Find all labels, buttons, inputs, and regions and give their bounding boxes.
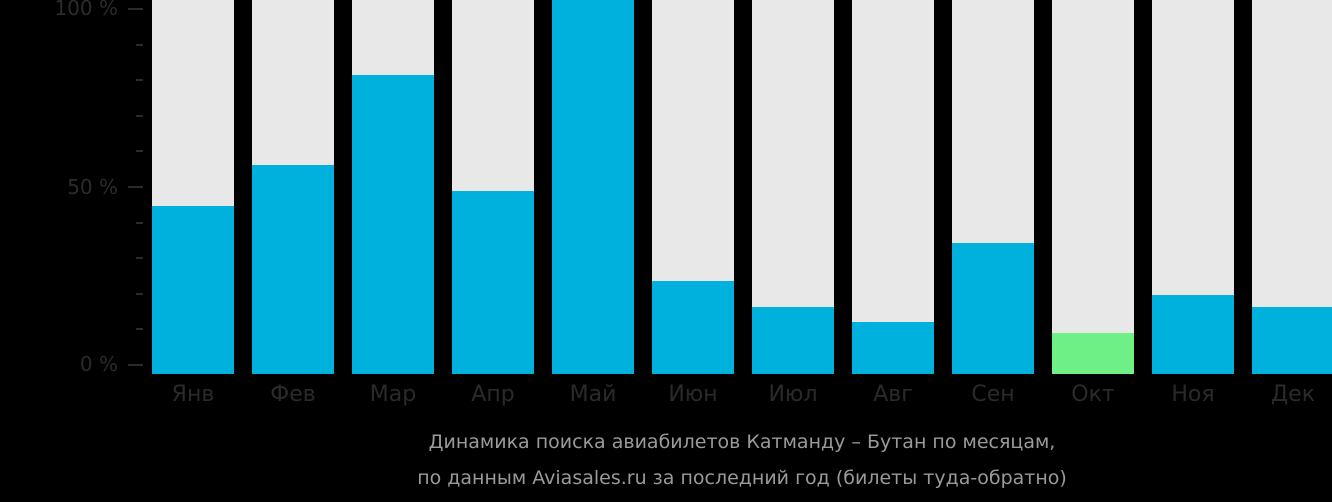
minor-tick: [136, 79, 143, 81]
bar-fill: [152, 205, 234, 374]
major-tick: [128, 364, 143, 366]
bar-10[interactable]: [1152, 0, 1234, 374]
y-tick-label-0: 0 %: [79, 352, 118, 376]
x-tick-label: Сен: [971, 382, 1015, 407]
major-tick: [128, 8, 143, 10]
bar-8[interactable]: [952, 0, 1034, 374]
x-tick-label: Июн: [668, 382, 718, 407]
bar-fill: [652, 280, 734, 374]
bar-11[interactable]: [1252, 0, 1332, 374]
bar-fill: [1152, 295, 1234, 374]
x-tick-label: Май: [569, 382, 617, 407]
bar-fill: [452, 190, 534, 374]
bar-fill: [752, 306, 834, 374]
x-tick-label: Апр: [471, 382, 515, 407]
x-tick-label: Авг: [873, 382, 913, 407]
minor-tick: [136, 257, 143, 259]
minor-tick: [136, 115, 143, 117]
bar-6[interactable]: [752, 0, 834, 374]
chart-subtitle: по данным Aviasales.ru за последний год …: [417, 467, 1067, 489]
minor-tick: [136, 328, 143, 330]
x-tick-label: Мар: [369, 382, 417, 407]
bar-0[interactable]: [152, 0, 234, 374]
x-tick-label: Окт: [1071, 382, 1115, 407]
bar-fill: [352, 74, 434, 374]
bar-1[interactable]: [252, 0, 334, 374]
bar-fill: [552, 0, 634, 374]
bar-fill: [252, 164, 334, 374]
bar-3[interactable]: [452, 0, 534, 374]
y-tick-label-100: 100 %: [54, 0, 118, 20]
bar-fill: [1052, 332, 1134, 374]
bar-7[interactable]: [852, 0, 934, 374]
bar-fill: [952, 243, 1034, 374]
bar-4[interactable]: [552, 0, 634, 374]
bar-5[interactable]: [652, 0, 734, 374]
x-tick-label: Дек: [1270, 382, 1315, 407]
x-tick-label: Ноя: [1171, 382, 1215, 407]
x-tick-label: Фев: [270, 382, 316, 407]
bar-9[interactable]: [1052, 0, 1134, 374]
minor-tick: [136, 293, 143, 295]
minor-tick: [136, 150, 143, 152]
x-tick-label: Июл: [768, 382, 818, 407]
x-tick-label: Янв: [171, 382, 215, 407]
bar-2[interactable]: [352, 0, 434, 374]
y-tick-label-50: 50 %: [67, 175, 118, 199]
chart-title: Динамика поиска авиабилетов Катманду – Б…: [428, 431, 1056, 453]
bar-fill: [852, 321, 934, 374]
bar-fill: [1252, 306, 1332, 374]
major-tick: [128, 186, 143, 188]
minor-tick: [136, 44, 143, 46]
minor-tick: [136, 222, 143, 224]
